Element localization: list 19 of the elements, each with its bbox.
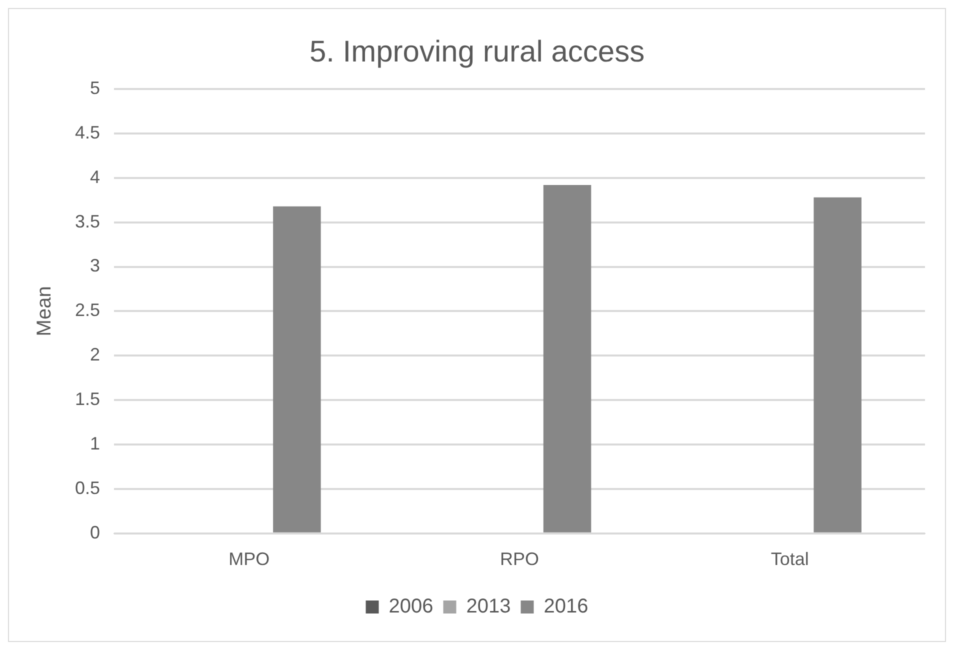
legend-label: 2013 [466, 596, 511, 618]
y-tick-label: 0.5 [74, 478, 100, 498]
legend-label: 2016 [544, 596, 588, 618]
y-tick-label: 2.5 [74, 300, 100, 320]
y-tick-label: 1 [90, 433, 100, 454]
y-axis-title: Mean [34, 286, 56, 336]
y-tick-label: 3.5 [74, 211, 100, 232]
x-tick-label: RPO [500, 549, 540, 570]
chart-title: 5. Improving rural access [309, 35, 645, 68]
y-tick-label: 4 [90, 166, 100, 187]
y-tick-label: 3 [90, 256, 100, 276]
y-tick-label: 5 [90, 78, 100, 98]
x-tick-label: MPO [228, 549, 270, 570]
y-tick-label: 0 [90, 522, 100, 542]
legend-label: 2006 [388, 596, 434, 618]
x-tick-label: Total [770, 549, 809, 570]
y-tick-label: 4.5 [74, 122, 100, 142]
y-tick-label: 2 [90, 344, 100, 365]
y-tick-label: 1.5 [74, 389, 100, 410]
